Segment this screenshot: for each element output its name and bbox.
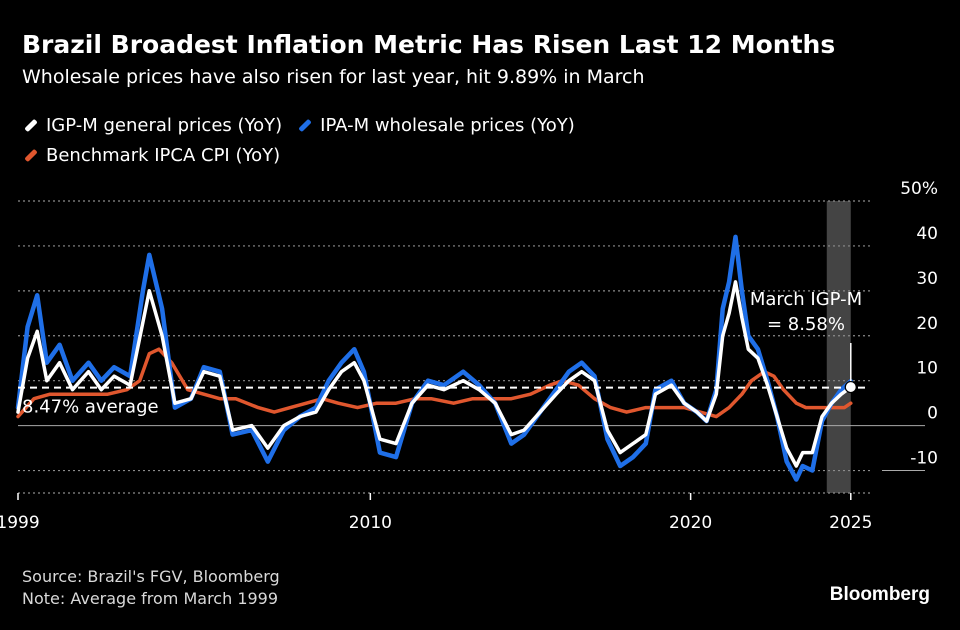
chart-title: Brazil Broadest Inflation Metric Has Ris… xyxy=(22,30,836,59)
legend-item-ipam: IPA-M wholesale prices (YoY) xyxy=(296,115,575,136)
y-tick-label: 30 xyxy=(916,269,938,289)
annotation-line2: = 8.58% xyxy=(767,314,845,335)
average-label: 8.47% average xyxy=(22,397,159,418)
y-tick-label: 0 xyxy=(927,404,938,424)
x-tick-label: 2020 xyxy=(669,513,712,533)
legend-label-ipam: IPA-M wholesale prices (YoY) xyxy=(320,114,575,136)
annotation-line1: March IGP-M xyxy=(750,289,862,310)
x-tick-label: 2010 xyxy=(349,513,392,533)
series-line-ipam xyxy=(15,234,854,482)
x-tick-label: 2025 xyxy=(829,513,872,533)
footer: Source: Brazil's FGV, Bloomberg Note: Av… xyxy=(22,566,280,610)
legend: IGP-M general prices (YoY) IPA-M wholesa… xyxy=(22,110,589,170)
highlight-band xyxy=(826,201,851,493)
annotation-marker xyxy=(844,380,857,394)
source-note: Source: Brazil's FGV, Bloomberg xyxy=(22,567,280,586)
average-note: Note: Average from March 1999 xyxy=(22,589,279,608)
bloomberg-logo: Bloomberg xyxy=(829,584,930,605)
series-line-igpm xyxy=(16,280,853,468)
legend-label-ipca: Benchmark IPCA CPI (YoY) xyxy=(46,144,281,166)
legend-item-ipca: Benchmark IPCA CPI (YoY) xyxy=(22,145,280,166)
legend-label-igpm: IGP-M general prices (YoY) xyxy=(46,114,283,136)
y-tick-label: 50% xyxy=(900,179,938,199)
y-tick-label: -10 xyxy=(910,449,938,469)
chart-subtitle: Wholesale prices have also risen for las… xyxy=(22,66,645,88)
x-tick-label: 1999 xyxy=(0,513,40,533)
y-tick-label: 40 xyxy=(916,224,938,244)
y-tick-label: 10 xyxy=(916,359,938,379)
y-tick-label: 20 xyxy=(916,314,938,334)
series-line-ipca xyxy=(16,347,853,419)
legend-item-igpm: IGP-M general prices (YoY) xyxy=(22,115,282,136)
